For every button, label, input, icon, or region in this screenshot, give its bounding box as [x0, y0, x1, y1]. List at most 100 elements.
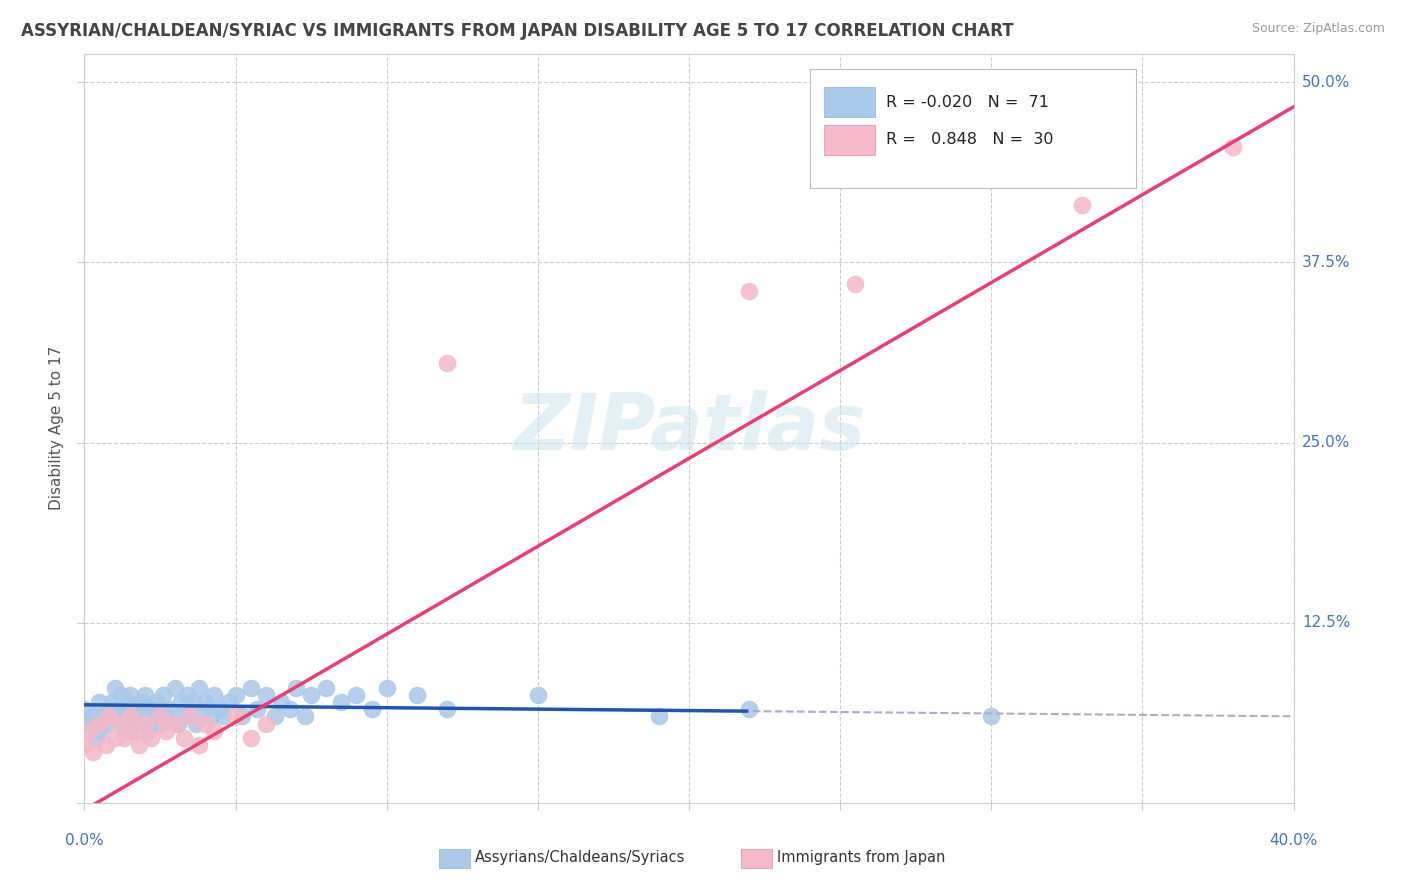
Point	[112, 731, 135, 745]
Point	[212, 709, 235, 723]
Point	[149, 716, 172, 731]
Point	[165, 681, 187, 695]
Point	[202, 688, 225, 702]
Point	[136, 723, 159, 738]
Point	[89, 723, 111, 738]
Point	[170, 695, 193, 709]
Point	[134, 709, 156, 723]
Text: Source: ZipAtlas.com: Source: ZipAtlas.com	[1251, 22, 1385, 36]
Point	[179, 702, 201, 716]
FancyBboxPatch shape	[824, 87, 875, 117]
Point	[263, 709, 285, 723]
Text: 37.5%: 37.5%	[1302, 255, 1350, 270]
Text: 50.0%: 50.0%	[1302, 75, 1350, 90]
Point	[225, 688, 247, 702]
Point	[146, 695, 169, 709]
Point	[360, 702, 382, 716]
Point	[91, 709, 114, 723]
Point	[152, 688, 174, 702]
Point	[375, 681, 398, 695]
Point	[118, 688, 141, 702]
Point	[89, 695, 111, 709]
Point	[246, 702, 269, 716]
Point	[436, 356, 458, 370]
Point	[139, 702, 162, 716]
Point	[738, 285, 761, 299]
Point	[254, 688, 277, 702]
Point	[194, 702, 217, 716]
Point	[270, 695, 292, 709]
Point	[100, 695, 122, 709]
Text: Immigrants from Japan: Immigrants from Japan	[778, 850, 946, 865]
Point	[225, 709, 247, 723]
Text: 25.0%: 25.0%	[1302, 435, 1350, 450]
Text: 0.0%: 0.0%	[65, 833, 104, 848]
Point	[82, 709, 104, 723]
Point	[179, 709, 201, 723]
Point	[648, 709, 671, 723]
Point	[118, 709, 141, 723]
Point	[142, 709, 165, 723]
Point	[738, 702, 761, 716]
Point	[188, 681, 211, 695]
Point	[112, 709, 135, 723]
FancyBboxPatch shape	[741, 848, 772, 868]
Point	[980, 709, 1002, 723]
Text: ZIPatlas: ZIPatlas	[513, 390, 865, 467]
Point	[112, 716, 135, 731]
Point	[79, 723, 101, 738]
Point	[115, 695, 138, 709]
Point	[97, 702, 120, 716]
Point	[436, 702, 458, 716]
Text: Assyrians/Chaldeans/Syriacs: Assyrians/Chaldeans/Syriacs	[475, 850, 685, 865]
Point	[73, 738, 96, 752]
Point	[104, 731, 127, 745]
Point	[107, 702, 129, 716]
Point	[315, 681, 337, 695]
Point	[139, 731, 162, 745]
Text: R =   0.848   N =  30: R = 0.848 N = 30	[886, 132, 1053, 147]
Point	[254, 716, 277, 731]
FancyBboxPatch shape	[810, 69, 1136, 188]
Point	[134, 688, 156, 702]
Text: ASSYRIAN/CHALDEAN/SYRIAC VS IMMIGRANTS FROM JAPAN DISABILITY AGE 5 TO 17 CORRELA: ASSYRIAN/CHALDEAN/SYRIAC VS IMMIGRANTS F…	[21, 22, 1014, 40]
Point	[188, 738, 211, 752]
FancyBboxPatch shape	[824, 125, 875, 154]
Point	[173, 709, 195, 723]
Point	[200, 709, 222, 723]
Point	[231, 709, 253, 723]
Point	[125, 723, 148, 738]
Point	[239, 681, 262, 695]
Point	[527, 688, 550, 702]
Point	[844, 277, 866, 291]
Point	[285, 681, 308, 695]
Text: 12.5%: 12.5%	[1302, 615, 1350, 630]
Y-axis label: Disability Age 5 to 17: Disability Age 5 to 17	[49, 346, 65, 510]
Point	[176, 688, 198, 702]
Point	[86, 731, 108, 745]
Point	[73, 702, 96, 716]
Text: R = -0.020   N =  71: R = -0.020 N = 71	[886, 95, 1049, 110]
Point	[110, 688, 132, 702]
Point	[155, 723, 177, 738]
Point	[194, 695, 217, 709]
Point	[346, 688, 368, 702]
Point	[218, 695, 240, 709]
Point	[186, 716, 208, 731]
Point	[278, 702, 301, 716]
Point	[209, 702, 232, 716]
Point	[406, 688, 429, 702]
Point	[173, 731, 195, 745]
Point	[165, 716, 187, 731]
Point	[118, 723, 141, 738]
Point	[294, 709, 316, 723]
Point	[79, 716, 101, 731]
Point	[110, 716, 132, 731]
Point	[125, 702, 148, 716]
Point	[202, 723, 225, 738]
Point	[1222, 140, 1244, 154]
Point	[155, 709, 177, 723]
Point	[299, 688, 322, 702]
Point	[131, 695, 153, 709]
Point	[128, 716, 150, 731]
